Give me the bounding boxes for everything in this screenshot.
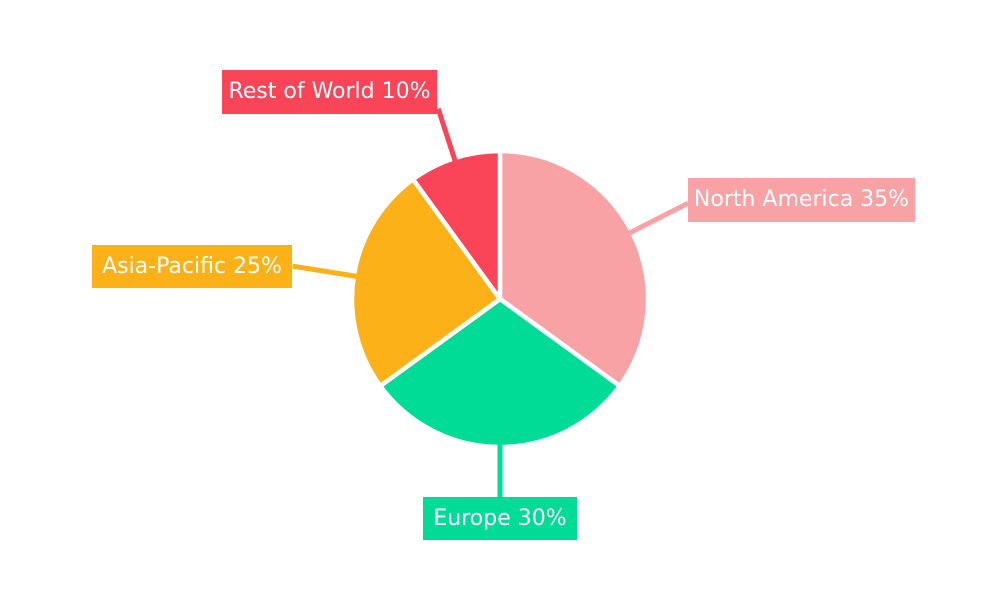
pie-label-asia-pacific: Asia-Pacific 25%	[92, 245, 292, 288]
leader-line-north-america	[627, 200, 690, 236]
pie-label-europe: Europe 30%	[423, 497, 577, 540]
pie-label-rest-of-world: Rest of World 10%	[222, 70, 437, 114]
pie-label-north-america: North America 35%	[688, 178, 915, 222]
leader-line-rest-of-world	[435, 108, 458, 163]
leader-line-asia-pacific	[292, 263, 359, 279]
